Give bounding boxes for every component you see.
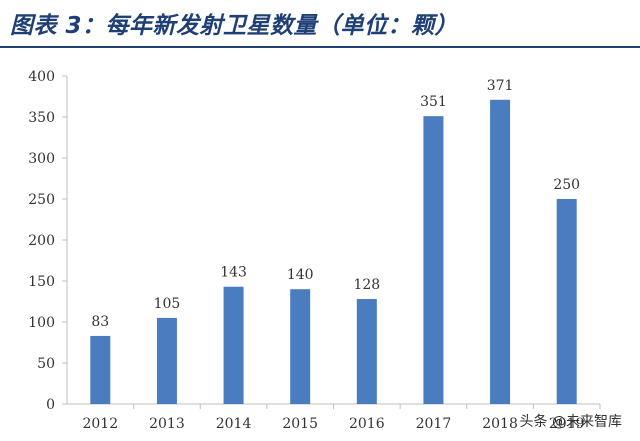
y-tick-label: 200 [28,233,55,249]
y-tick-label: 100 [28,315,55,331]
title-underline [0,46,640,48]
chart-header: 图表 3：每年新发射卫星数量（单位：颗） [0,0,640,48]
bar-2014 [223,286,244,404]
data-label-2012: 83 [91,314,109,330]
y-tick-label: 0 [46,397,55,413]
bar-2019 [556,199,577,404]
x-tick-label-2017: 2017 [416,416,452,432]
data-label-2018: 371 [487,78,514,94]
bar-2013 [156,317,177,404]
y-tick-label: 350 [28,110,55,126]
x-tick-label-2014: 2014 [216,416,252,432]
y-tick-label: 150 [28,274,55,290]
x-tick-label-2015: 2015 [282,416,318,432]
x-tick-label-2013: 2013 [149,416,185,432]
x-tick-label-2018: 2018 [482,416,518,432]
y-tick-label: 300 [28,151,55,167]
data-label-2015: 140 [287,267,314,283]
chart-title: 图表 3：每年新发射卫星数量（单位：颗） [10,13,459,39]
data-label-2014: 143 [220,265,247,281]
bar-2017 [423,116,444,405]
x-tick-label-2012: 2012 [82,416,118,432]
data-label-2017: 351 [420,94,447,110]
bar-2018 [490,99,511,404]
y-tick-label: 50 [37,356,55,372]
y-tick-label: 400 [28,69,55,85]
data-label-2016: 128 [353,277,380,293]
x-tick-label-2016: 2016 [349,416,385,432]
data-label-2019: 250 [553,177,580,193]
bar-2012 [90,335,111,404]
data-label-2013: 105 [154,296,181,312]
watermark: 头条 @未来智库 [519,414,622,430]
x-tick-label-2019: 2019 [549,416,585,432]
bar-2015 [290,289,311,404]
bar-2016 [356,299,377,404]
y-tick-label: 250 [28,192,55,208]
